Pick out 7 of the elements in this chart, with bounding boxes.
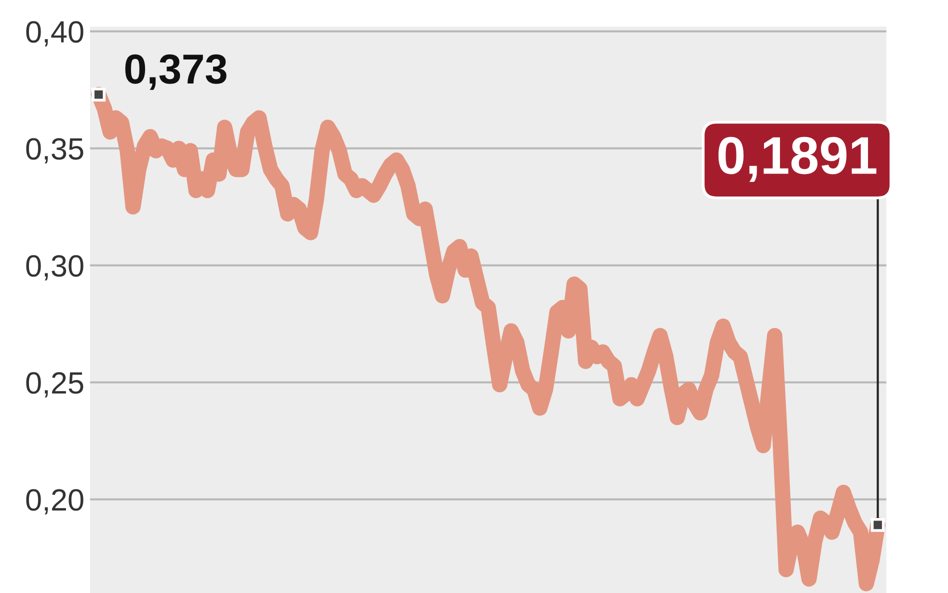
y-tick-label: 0,20 bbox=[26, 489, 84, 514]
y-tick-label: 0,35 bbox=[26, 138, 84, 164]
annotation: 0,1891 bbox=[718, 136, 876, 182]
y-tick-label: 0,30 bbox=[26, 255, 84, 280]
annotation: 0,373 bbox=[125, 54, 226, 90]
y-tick-label: 0,40 bbox=[26, 21, 84, 46]
y-tick-label: 0,25 bbox=[26, 372, 84, 398]
